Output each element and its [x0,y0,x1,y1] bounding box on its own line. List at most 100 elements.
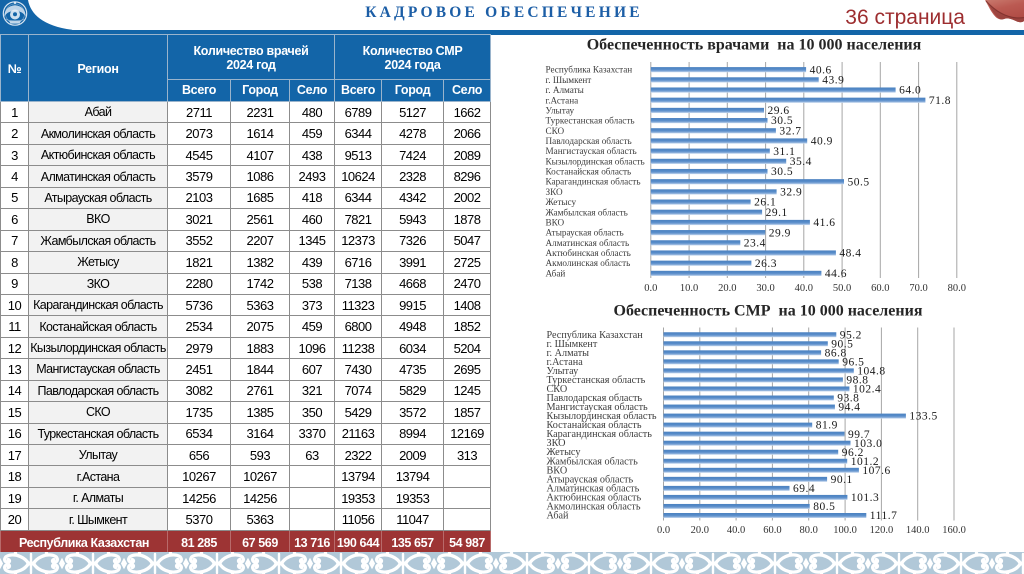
svg-text:120.0: 120.0 [870,525,894,536]
svg-text:60.0: 60.0 [763,525,781,536]
svg-text:80.0: 80.0 [800,525,818,536]
svg-text:98.8: 98.8 [846,375,868,387]
svg-text:96.2: 96.2 [842,447,864,459]
svg-text:102.4: 102.4 [853,384,881,396]
svg-text:г.Астана: г.Астана [546,95,579,105]
svg-text:30.5: 30.5 [771,166,793,178]
svg-text:160.0: 160.0 [942,525,966,536]
svg-text:90.5: 90.5 [831,338,853,350]
svg-text:Костанайская область: Костанайская область [547,420,642,431]
svg-text:Жамбылская область: Жамбылская область [546,207,628,217]
svg-text:0.0: 0.0 [644,283,657,294]
svg-text:Акмолинская область: Акмолинская область [546,258,631,268]
svg-text:43.9: 43.9 [822,74,844,86]
svg-text:30.5: 30.5 [771,115,793,127]
svg-text:ВКО: ВКО [547,465,568,476]
svg-text:81.9: 81.9 [816,420,838,432]
svg-text:Мангистауская область: Мангистауская область [546,146,637,156]
svg-text:Акмолинская область: Акмолинская область [547,501,641,512]
svg-text:48.4: 48.4 [839,248,861,260]
svg-text:Обеспеченность врачами на 10: Обеспеченность врачами на 10 000 населен… [587,37,922,54]
svg-text:г. Алматы: г. Алматы [546,85,584,95]
svg-text:0.0: 0.0 [657,525,670,536]
svg-text:64.0: 64.0 [899,85,921,97]
svg-text:Жетысу: Жетысу [547,447,582,458]
svg-text:35.4: 35.4 [790,156,812,168]
svg-text:29.6: 29.6 [768,105,790,117]
svg-text:ЗКО: ЗКО [546,187,564,197]
svg-text:Алматинская область: Алматинская область [546,238,630,248]
svg-text:41.6: 41.6 [813,217,835,229]
svg-text:86.8: 86.8 [825,347,847,359]
svg-text:Кызылординская область: Кызылординская область [547,411,657,422]
svg-text:40.0: 40.0 [795,283,813,294]
svg-text:Карагандинская область: Карагандинская область [546,177,641,187]
svg-text:26.3: 26.3 [755,258,777,270]
svg-text:40.6: 40.6 [810,64,832,76]
svg-text:10.0: 10.0 [680,283,698,294]
svg-text:95.2: 95.2 [840,329,862,341]
svg-text:Туркестанская область: Туркестанская область [546,116,635,126]
svg-text:Павлодарская область: Павлодарская область [547,393,643,404]
svg-text:26.1: 26.1 [754,197,776,209]
svg-text:Карагандинская область: Карагандинская область [547,429,653,440]
svg-text:107.6: 107.6 [862,465,890,477]
svg-text:Атырауская область: Атырауская область [546,228,624,238]
svg-text:Туркестанская область: Туркестанская область [547,375,646,386]
svg-text:101.3: 101.3 [851,492,879,504]
svg-text:90.1: 90.1 [831,474,853,486]
svg-text:40.0: 40.0 [727,525,745,536]
svg-text:32.7: 32.7 [779,125,801,137]
svg-text:Жамбылская область: Жамбылская область [547,456,639,467]
svg-text:Мангистауская область: Мангистауская область [547,402,649,413]
svg-text:ВКО: ВКО [546,217,565,227]
svg-text:30.0: 30.0 [756,283,774,294]
svg-text:20.0: 20.0 [691,525,709,536]
svg-text:96.5: 96.5 [842,356,864,368]
svg-text:101.2: 101.2 [851,456,879,468]
svg-text:80.0: 80.0 [948,283,966,294]
svg-text:СКО: СКО [547,384,568,395]
svg-text:104.8: 104.8 [857,366,885,378]
svg-text:Атырауская область: Атырауская область [547,474,634,485]
svg-text:Республика Казахстан: Республика Казахстан [547,330,644,341]
svg-text:Улытау: Улытау [546,105,575,115]
svg-text:Кызылординская область: Кызылординская область [546,156,645,166]
svg-text:140.0: 140.0 [906,525,930,536]
svg-text:111.7: 111.7 [870,510,898,522]
svg-text:94.4: 94.4 [838,402,860,414]
svg-text:103.0: 103.0 [854,438,882,450]
svg-text:100.0: 100.0 [833,525,857,536]
svg-text:20.0: 20.0 [718,283,736,294]
svg-text:Абай: Абай [547,511,570,522]
svg-text:г. Алматы: г. Алматы [547,348,590,359]
svg-text:Актюбинская область: Актюбинская область [546,248,631,258]
svg-text:93.8: 93.8 [837,393,859,405]
svg-text:60.0: 60.0 [871,283,889,294]
svg-text:Алматинская область: Алматинская область [547,483,640,494]
svg-text:133.5: 133.5 [909,411,937,423]
svg-text:69.4: 69.4 [793,483,815,495]
svg-text:Республика Казахстан: Республика Казахстан [546,65,633,75]
svg-text:г. Шымкент: г. Шымкент [546,75,592,85]
svg-text:Улытау: Улытау [547,366,580,377]
svg-text:99.7: 99.7 [848,429,870,441]
svg-text:50.5: 50.5 [848,176,870,188]
svg-text:31.1: 31.1 [773,146,795,158]
svg-text:СКО: СКО [546,126,565,136]
svg-text:50.0: 50.0 [833,283,851,294]
svg-text:71.8: 71.8 [929,95,951,107]
svg-text:70.0: 70.0 [909,283,927,294]
svg-text:40.9: 40.9 [811,136,833,148]
svg-text:Павлодарская область: Павлодарская область [546,136,632,146]
svg-text:29.1: 29.1 [766,207,788,219]
svg-text:32.9: 32.9 [780,187,802,199]
svg-text:г. Шымкент: г. Шымкент [547,339,598,350]
svg-text:80.5: 80.5 [813,501,835,513]
svg-text:Жетысу: Жетысу [546,197,577,207]
svg-text:44.6: 44.6 [825,268,847,280]
svg-text:Обеспеченность СМР на 10 000: Обеспеченность СМР на 10 000 населения [614,303,923,320]
svg-text:ЗКО: ЗКО [547,438,566,449]
svg-text:Актюбинская область: Актюбинская область [547,492,642,503]
svg-text:29.9: 29.9 [769,227,791,239]
